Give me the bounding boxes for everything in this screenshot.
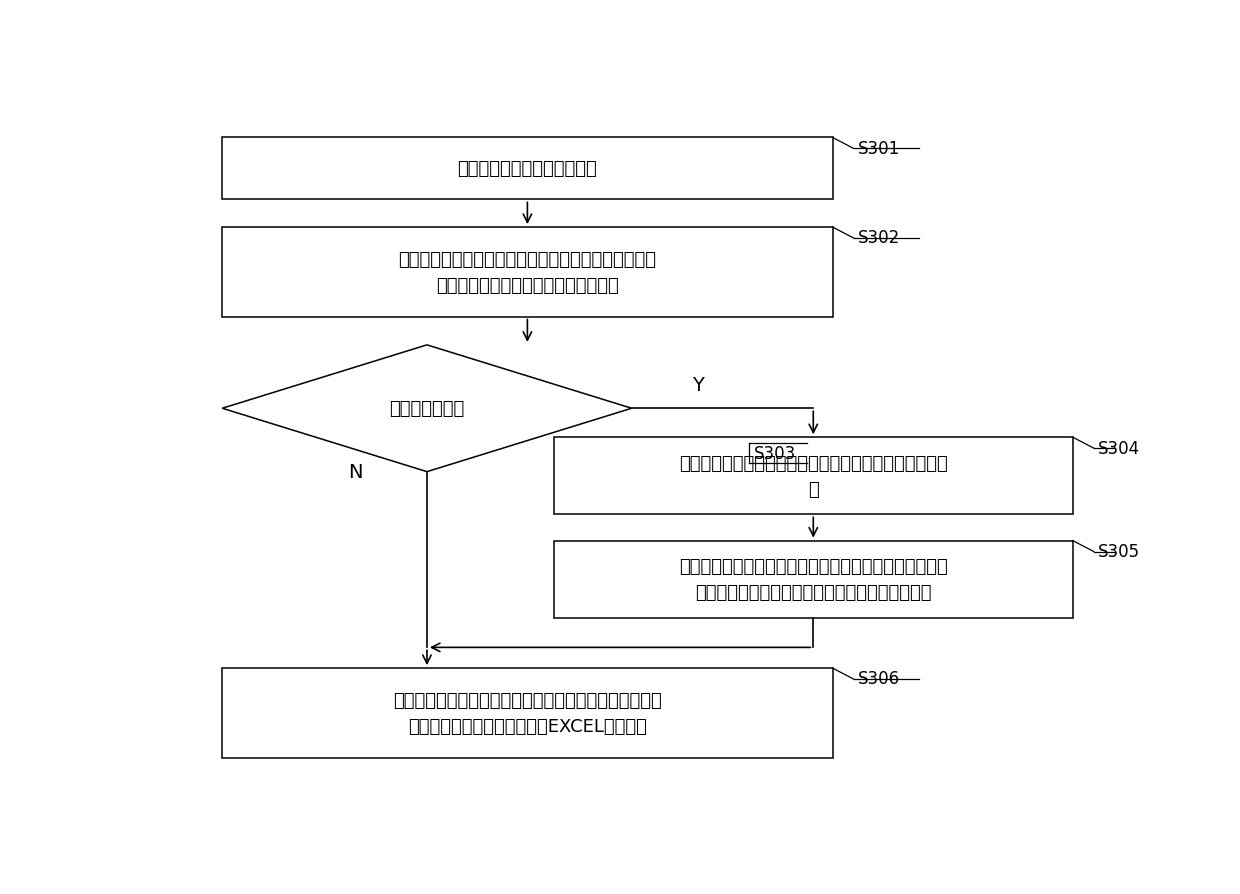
Text: N: N (347, 462, 362, 482)
FancyBboxPatch shape (554, 438, 1073, 515)
Text: S305: S305 (1097, 543, 1140, 561)
Text: S304: S304 (1097, 439, 1140, 457)
Text: 地面测试阶段，参数显示单元实时显示井下参数采集单元
测量得到的参数值，实时监控井下电源的运行状态: 地面测试阶段，参数显示单元实时显示井下参数采集单元 测量得到的参数值，实时监控井… (680, 557, 947, 602)
FancyBboxPatch shape (222, 228, 832, 317)
Text: Y: Y (692, 375, 704, 394)
Text: 是否为地面测试: 是否为地面测试 (389, 400, 465, 417)
FancyBboxPatch shape (222, 669, 832, 758)
Text: S301: S301 (858, 139, 900, 157)
Text: 读取参数采集系统的状态信息，包括软件版本、工具编
号、文件日期、采样间隔、数据帧数等: 读取参数采集系统的状态信息，包括软件版本、工具编 号、文件日期、采样间隔、数据帧… (398, 250, 656, 295)
Text: S306: S306 (858, 670, 899, 687)
FancyBboxPatch shape (554, 541, 1073, 618)
FancyBboxPatch shape (222, 139, 832, 200)
Text: S302: S302 (858, 229, 900, 247)
Text: 地面测试阶段，测试前进行系统初始化操作和时钟同步操
作: 地面测试阶段，测试前进行系统初始化操作和时钟同步操 作 (680, 454, 947, 499)
Text: 设置串口参数，进行串口通信: 设置串口参数，进行串口通信 (458, 160, 598, 178)
Polygon shape (222, 345, 631, 472)
Text: 读取井下参数采集单元参数存储模块中的数据，对测量数
据进行回放和存储，可保存为EXCEL表格形式: 读取井下参数采集单元参数存储模块中的数据，对测量数 据进行回放和存储，可保存为E… (393, 691, 662, 735)
Text: S303: S303 (754, 444, 796, 462)
